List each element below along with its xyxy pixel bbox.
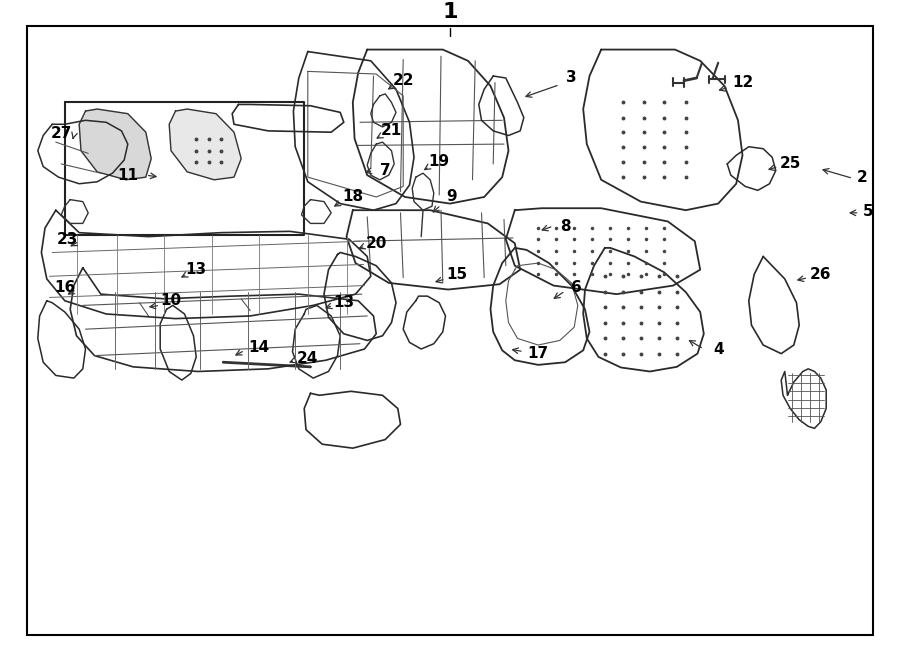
- Text: 23: 23: [57, 232, 78, 247]
- Text: 19: 19: [428, 155, 450, 169]
- Polygon shape: [79, 109, 151, 180]
- Text: 26: 26: [810, 267, 832, 282]
- Text: 16: 16: [54, 280, 76, 295]
- Text: 15: 15: [446, 267, 468, 282]
- Text: 25: 25: [779, 157, 801, 171]
- Text: 3: 3: [566, 71, 577, 85]
- Text: 18: 18: [342, 190, 364, 204]
- Text: 6: 6: [571, 280, 581, 295]
- Text: 1: 1: [442, 2, 458, 22]
- Text: 9: 9: [446, 190, 457, 204]
- Text: 11: 11: [117, 168, 139, 182]
- Text: 5: 5: [863, 204, 874, 219]
- Text: 12: 12: [732, 75, 753, 90]
- Text: 24: 24: [297, 351, 319, 366]
- Text: 8: 8: [560, 219, 571, 233]
- Text: 20: 20: [365, 236, 387, 251]
- Text: 21: 21: [381, 124, 402, 138]
- Text: 4: 4: [713, 342, 724, 356]
- Text: 14: 14: [248, 340, 270, 354]
- Text: 7: 7: [380, 163, 391, 178]
- Text: 13: 13: [185, 262, 207, 277]
- Text: 27: 27: [50, 126, 72, 141]
- Text: 13: 13: [333, 295, 355, 310]
- Text: 22: 22: [392, 73, 414, 88]
- Text: 2: 2: [857, 170, 868, 184]
- Polygon shape: [169, 109, 241, 180]
- Text: 17: 17: [527, 346, 549, 361]
- Text: 10: 10: [160, 293, 182, 308]
